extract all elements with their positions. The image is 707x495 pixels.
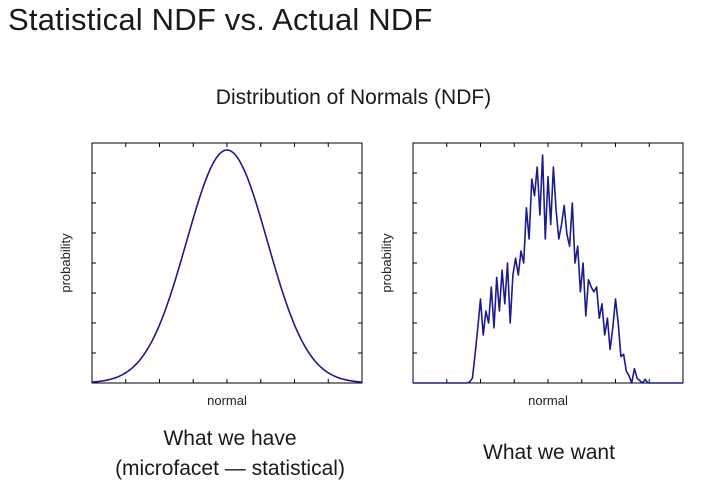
- x-axis-label: normal: [528, 393, 568, 408]
- caption-left-line1: What we have: [163, 427, 297, 450]
- x-axis-label: normal: [207, 393, 247, 408]
- y-axis-label: probability: [379, 233, 394, 293]
- series-line: [91, 149, 363, 383]
- y-axis-label: probability: [58, 233, 73, 293]
- caption-right: What we want: [483, 441, 615, 464]
- caption-left: What we have (microfacet — statistical): [60, 424, 400, 484]
- series-line: [413, 154, 683, 384]
- figure-title: Distribution of Normals (NDF): [215, 86, 492, 109]
- slide-title: Statistical NDF vs. Actual NDF: [8, 2, 433, 37]
- caption-left-line2: (microfacet — statistical): [115, 457, 345, 480]
